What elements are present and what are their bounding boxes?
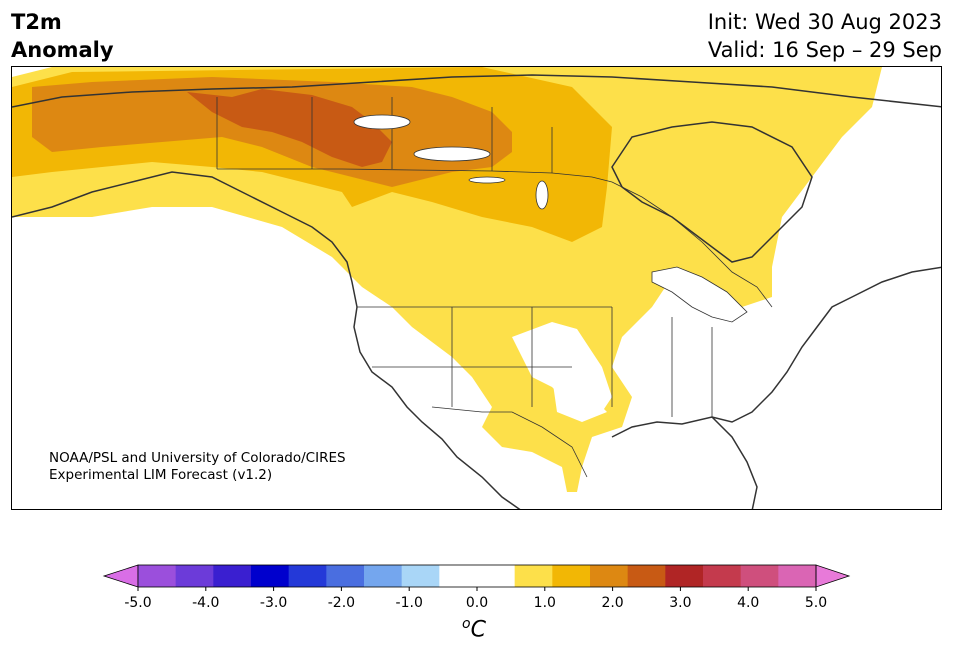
- colorbar: -5.0 -4.0 -3.0 -2.0 -1.0 0.0 1.0 2.0 3.0 4.0 5.0: [102, 564, 851, 611]
- florida: [711, 416, 758, 509]
- colorbar-over-arrow: [815, 564, 851, 588]
- colorbar-tick-label: -5.0: [124, 595, 151, 611]
- lake-athabasca: [468, 176, 506, 184]
- colorbar-tick-label: 3.0: [669, 595, 691, 611]
- colorbar-under-arrow: [102, 564, 139, 588]
- colorbar-segment: [590, 565, 629, 587]
- credit-text: NOAA/PSL and University of Colorado/CIRE…: [49, 450, 346, 484]
- colorbar-segment: [439, 565, 478, 587]
- map-svg: [12, 67, 941, 509]
- great-bear-lake: [353, 114, 411, 130]
- borders: [216, 97, 773, 478]
- canada-provinces: [216, 97, 553, 173]
- anomaly-shading: [12, 67, 882, 492]
- colorbar-segment: [401, 565, 440, 587]
- great-lakes: [651, 266, 748, 323]
- colorbar-tick-label: -2.0: [328, 595, 355, 611]
- colorbar-segment: [138, 565, 177, 587]
- colorbar-segment: [778, 565, 817, 587]
- pacific-coast: [12, 171, 521, 509]
- credit-line-2: Experimental LIM Forecast (v1.2): [49, 467, 273, 483]
- unit-superscript: o: [462, 616, 471, 632]
- us-states: [357, 306, 713, 417]
- map-title: T2m Anomaly: [11, 8, 114, 64]
- colorbar-tick-label: -1.0: [396, 595, 423, 611]
- colorbar-segment: [703, 565, 742, 587]
- coastlines: [12, 74, 941, 509]
- colorbar-segment: [364, 565, 403, 587]
- colorbar-segment: [514, 565, 553, 587]
- title-line-1: T2m: [11, 10, 62, 34]
- lakes: [353, 114, 748, 323]
- us-canada-border: [217, 168, 773, 308]
- forecast-dates: Init: Wed 30 Aug 2023 Valid: 16 Sep – 29…: [708, 8, 942, 64]
- colorbar-segment: [251, 565, 290, 587]
- map-panel: [11, 66, 942, 510]
- title-line-2: Anomaly: [11, 38, 114, 62]
- colorbar-segment: [288, 565, 327, 587]
- colorbar-unit: oC: [462, 616, 486, 642]
- neutral-region-gulf: [552, 377, 607, 422]
- colorbar-tick-label: -3.0: [260, 595, 287, 611]
- hudson-bay: [611, 121, 813, 263]
- gulf-coast: [611, 266, 941, 438]
- lake-winnipeg: [535, 180, 549, 210]
- colorbar-tick-label: 4.0: [737, 595, 759, 611]
- colorbar-tick-label: 2.0: [601, 595, 623, 611]
- colorbar-tick-label: 5.0: [805, 595, 827, 611]
- colorbar-tick-label: 0.0: [466, 595, 488, 611]
- anomaly-region-dark: [187, 89, 392, 167]
- us-mexico-border: [431, 406, 588, 478]
- colorbar-segment: [213, 565, 252, 587]
- colorbar-segment: [740, 565, 779, 587]
- valid-range: Valid: 16 Sep – 29 Sep: [707, 38, 942, 62]
- unit-base: C: [470, 617, 486, 643]
- colorbar-tick-label: -4.0: [192, 595, 219, 611]
- colorbar-segment: [665, 565, 704, 587]
- credit-line-1: NOAA/PSL and University of Colorado/CIRE…: [49, 450, 346, 466]
- colorbar-segment: [326, 565, 365, 587]
- colorbar-segment: [175, 565, 214, 587]
- anomaly-region-light: [12, 67, 882, 492]
- colorbar-tick-label: 1.0: [534, 595, 556, 611]
- great-slave-lake: [413, 146, 491, 162]
- init-date: Init: Wed 30 Aug 2023: [707, 10, 942, 34]
- colorbar-segment: [552, 565, 591, 587]
- colorbar-segment: [627, 565, 666, 587]
- colorbar-segment: [477, 565, 516, 587]
- arctic-coast: [12, 74, 941, 108]
